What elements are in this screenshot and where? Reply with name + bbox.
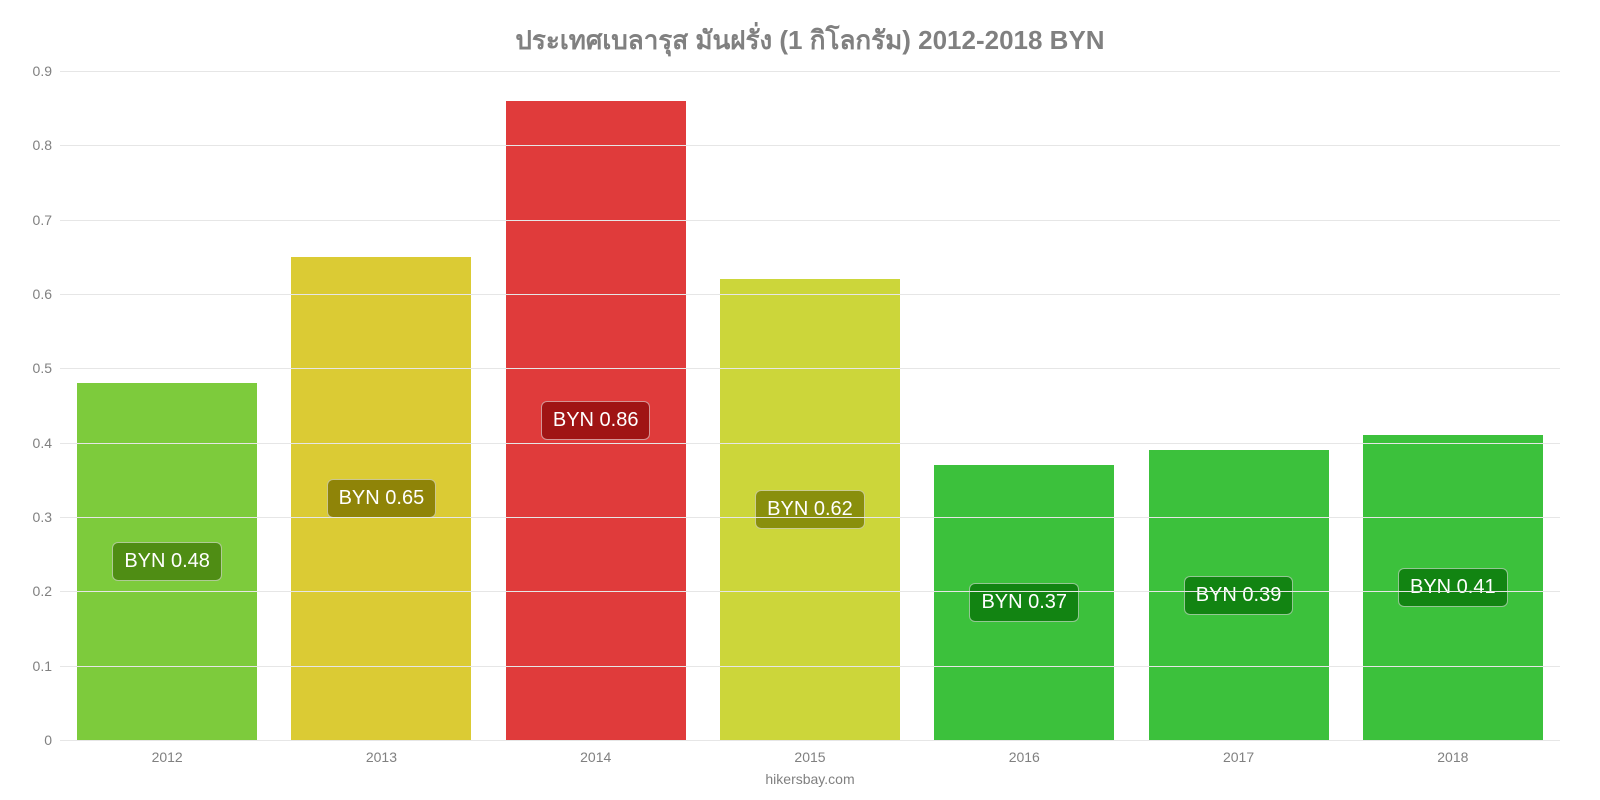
bars-row: BYN 0.48 BYN 0.65 BYN 0.86 BYN 0.62 BYN 0.37… [60, 71, 1560, 740]
x-tick-label: 2018 [1346, 749, 1560, 765]
bar-slot: BYN 0.65 [274, 71, 488, 740]
bar-value-label: BYN 0.37 [969, 583, 1079, 622]
grid-line [60, 740, 1560, 741]
grid-line [60, 666, 1560, 667]
bar-value-label: BYN 0.86 [541, 401, 651, 440]
x-tick-label: 2016 [917, 749, 1131, 765]
bar: BYN 0.41 [1363, 435, 1543, 740]
bar-slot: BYN 0.62 [703, 71, 917, 740]
bar: BYN 0.37 [934, 465, 1114, 740]
chart-title: ประเทศเบลารุส มันฝรั่ง (1 กิโลกรัม) 2012… [60, 20, 1560, 61]
bar-chart: ประเทศเบลารุส มันฝรั่ง (1 กิโลกรัม) 2012… [0, 0, 1600, 800]
bar-slot: BYN 0.39 [1131, 71, 1345, 740]
bar-slot: BYN 0.48 [60, 71, 274, 740]
x-tick-label: 2012 [60, 749, 274, 765]
y-tick-label: 0.4 [33, 435, 52, 451]
bar-value-label: BYN 0.48 [112, 542, 222, 581]
grid-line [60, 443, 1560, 444]
grid-line [60, 145, 1560, 146]
x-tick-label: 2015 [703, 749, 917, 765]
x-tick-label: 2013 [274, 749, 488, 765]
bar-slot: BYN 0.41 [1346, 71, 1560, 740]
y-tick-label: 0.7 [33, 212, 52, 228]
grid-line [60, 368, 1560, 369]
grid-line [60, 517, 1560, 518]
grid-line [60, 220, 1560, 221]
bar-slot: BYN 0.37 [917, 71, 1131, 740]
bar: BYN 0.39 [1149, 450, 1329, 740]
y-tick-label: 0.3 [33, 509, 52, 525]
y-tick-label: 0.6 [33, 286, 52, 302]
y-tick-label: 0.8 [33, 137, 52, 153]
x-axis: 2012201320142015201620172018 [60, 749, 1560, 765]
grid-line [60, 294, 1560, 295]
grid-line [60, 71, 1560, 72]
bar: BYN 0.86 [506, 101, 686, 740]
bar-value-label: BYN 0.65 [327, 479, 437, 518]
y-tick-label: 0 [44, 732, 52, 748]
bar-slot: BYN 0.86 [489, 71, 703, 740]
grid-line [60, 591, 1560, 592]
attribution: hikersbay.com [60, 771, 1560, 787]
x-tick-label: 2017 [1131, 749, 1345, 765]
bar-value-label: BYN 0.62 [755, 490, 865, 529]
plot-area: BYN 0.48 BYN 0.65 BYN 0.86 BYN 0.62 BYN 0.37… [60, 71, 1560, 741]
y-tick-label: 0.9 [33, 63, 52, 79]
bar: BYN 0.62 [720, 279, 900, 740]
x-tick-label: 2014 [489, 749, 703, 765]
bar: BYN 0.48 [77, 383, 257, 740]
y-tick-label: 0.1 [33, 658, 52, 674]
bar-value-label: BYN 0.39 [1184, 576, 1294, 615]
y-tick-label: 0.5 [33, 360, 52, 376]
bar-value-label: BYN 0.41 [1398, 568, 1508, 607]
bar: BYN 0.65 [291, 257, 471, 740]
y-tick-label: 0.2 [33, 583, 52, 599]
